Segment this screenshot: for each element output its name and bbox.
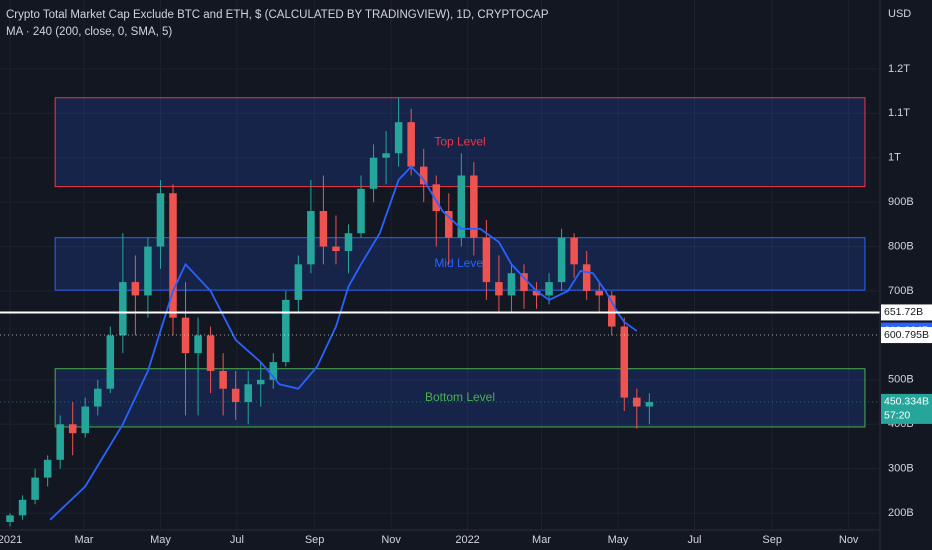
- candle-body: [557, 237, 566, 283]
- x-tick-label: May: [150, 534, 171, 546]
- candle-body: [620, 326, 629, 398]
- candle-body: [144, 246, 152, 296]
- grid: [0, 0, 880, 530]
- candle-body: [206, 335, 215, 371]
- candle-body: [495, 282, 503, 296]
- price-label: 450.334B: [884, 396, 929, 408]
- x-tick-label: Nov: [839, 534, 859, 546]
- axes: 200B300B400B500B700B800B900B1T1.1T1.2T20…: [0, 63, 932, 546]
- candle-body: [520, 273, 528, 291]
- x-tick-label: Sep: [762, 534, 782, 546]
- candle-body: [407, 122, 415, 167]
- x-tick-label: Nov: [381, 534, 401, 546]
- candle-body: [31, 477, 39, 500]
- x-tick-label: Jul: [687, 534, 701, 546]
- y-tick-label: 900B: [888, 196, 914, 208]
- candle-body: [532, 290, 541, 296]
- candle-body: [294, 264, 303, 300]
- y-tick-label: 300B: [888, 463, 914, 475]
- zone-label: Top Level: [434, 134, 485, 148]
- candle-body: [119, 282, 127, 336]
- candle-body: [382, 153, 390, 158]
- candle-body: [332, 246, 340, 252]
- candle-body: [607, 295, 616, 327]
- x-tick-label: May: [608, 534, 629, 546]
- y-tick-label: 1.2T: [888, 63, 910, 75]
- price-label-box: [881, 327, 932, 344]
- price-label: 651.72B: [884, 306, 923, 318]
- candle-body: [269, 362, 278, 380]
- x-tick-label: 2022: [455, 534, 479, 546]
- candle-body: [307, 211, 315, 265]
- candle-body: [595, 290, 603, 296]
- plot: [0, 97, 880, 527]
- candle-body: [282, 299, 290, 363]
- zone-label: Bottom Level: [425, 390, 495, 404]
- candle-body: [645, 402, 654, 407]
- candle-body: [181, 317, 190, 354]
- zones: Top Level Mid Level Bottom Level: [54, 97, 866, 428]
- candle-body: [169, 193, 177, 318]
- candle-body: [106, 335, 115, 389]
- candle-body: [457, 175, 466, 238]
- x-tick-label: Mar: [532, 534, 551, 546]
- zone: [54, 237, 866, 291]
- y-tick-label: 200B: [888, 507, 914, 519]
- candle-body: [507, 273, 516, 296]
- candle-body: [68, 424, 77, 434]
- candle-body: [256, 379, 265, 385]
- candle-body: [18, 499, 27, 516]
- chart-title: Crypto Total Market Cap Exclude BTC and …: [6, 9, 549, 21]
- candle-body: [156, 193, 165, 247]
- y-tick-label: 700B: [888, 285, 914, 297]
- candle-body: [432, 184, 440, 212]
- price-label-box: [881, 393, 932, 424]
- x-tick-label: Sep: [305, 534, 325, 546]
- candle-body: [219, 370, 227, 389]
- price-sublabel: 57:20: [884, 410, 910, 422]
- candle-body: [369, 157, 378, 189]
- y-tick-label: 500B: [888, 374, 914, 386]
- candle-body: [56, 424, 64, 460]
- zone: [54, 368, 866, 428]
- price-label-box: [881, 304, 932, 321]
- currency: USD: [888, 8, 911, 20]
- candle-body: [131, 282, 140, 296]
- y-tick-label: 1.1T: [888, 107, 910, 119]
- x-tick-label: 2021: [0, 534, 22, 546]
- candle-body: [582, 264, 591, 291]
- candle-body: [357, 188, 365, 234]
- candle-body: [445, 211, 453, 238]
- x-tick-label: Mar: [75, 534, 94, 546]
- candle-body: [344, 233, 353, 252]
- candle-body: [419, 166, 428, 185]
- candle-body: [231, 388, 240, 403]
- zone: [54, 97, 866, 188]
- candle-body: [394, 122, 403, 154]
- candle-body: [94, 388, 102, 407]
- candle-body: [319, 211, 328, 247]
- y-tick-label: 800B: [888, 240, 914, 252]
- moving-average: [49, 165, 638, 521]
- candle-body: [570, 237, 578, 265]
- candle-body: [482, 237, 491, 283]
- candle-body: [81, 406, 90, 434]
- candle-body: [6, 515, 14, 523]
- zone-label: Mid Level: [434, 256, 485, 270]
- indicator-legend: MA · 240 (200, close, 0, SMA, 5): [6, 26, 172, 38]
- x-tick-label: Jul: [230, 534, 244, 546]
- y-tick-label: 1T: [888, 152, 901, 164]
- candle-body: [545, 282, 553, 296]
- candle-body: [194, 335, 202, 354]
- candle-body: [470, 175, 478, 238]
- candle-body: [43, 459, 52, 478]
- candle-body: [244, 384, 252, 403]
- price-label: 600.795B: [884, 329, 929, 341]
